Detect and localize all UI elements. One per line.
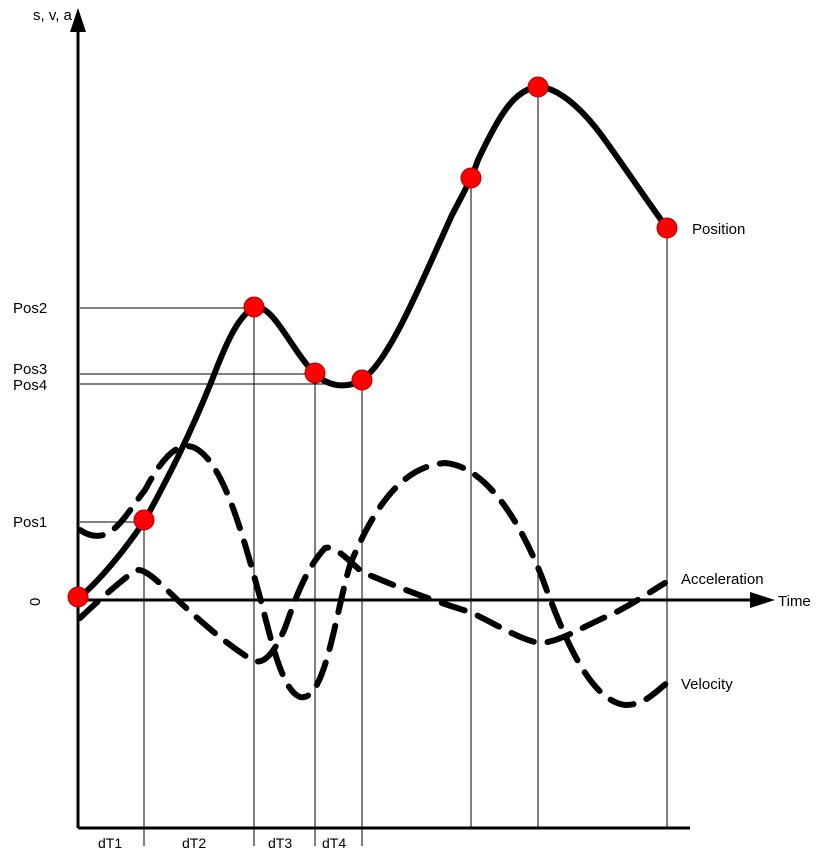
position-point xyxy=(133,509,155,531)
origin-label: 0 xyxy=(27,598,44,606)
pos1-label: Pos1 xyxy=(13,514,47,531)
position-point xyxy=(67,586,89,608)
y-axis-label: s, v, a xyxy=(33,7,73,24)
position-point xyxy=(351,369,373,391)
position-point xyxy=(656,217,678,239)
acceleration-series-label: Acceleration xyxy=(681,571,764,588)
pos2-label: Pos2 xyxy=(13,300,47,317)
position-markers xyxy=(67,76,678,608)
position-series-label: Position xyxy=(692,221,745,238)
position-level-lines xyxy=(80,307,362,523)
velocity-series-label: Velocity xyxy=(681,676,733,693)
position-point xyxy=(460,167,482,189)
time-axis-arrow xyxy=(750,592,775,608)
time-division-lines xyxy=(143,87,668,846)
pos3-label: Pos3 xyxy=(13,361,47,378)
acceleration-series-line xyxy=(77,544,668,665)
velocity-series-line xyxy=(77,443,670,709)
position-point xyxy=(243,296,265,318)
position-point xyxy=(527,76,549,98)
position-point xyxy=(304,362,326,384)
x-axis-label: Time xyxy=(778,593,811,610)
interval-label-dt4: dT4 xyxy=(322,835,346,851)
interval-label-dt1: dT1 xyxy=(98,835,122,851)
pos4-label: Pos4 xyxy=(13,377,47,394)
interval-label-dt3: dT3 xyxy=(268,835,292,851)
y-axis-arrow xyxy=(70,8,86,32)
interval-label-dt2: dT2 xyxy=(182,835,206,851)
